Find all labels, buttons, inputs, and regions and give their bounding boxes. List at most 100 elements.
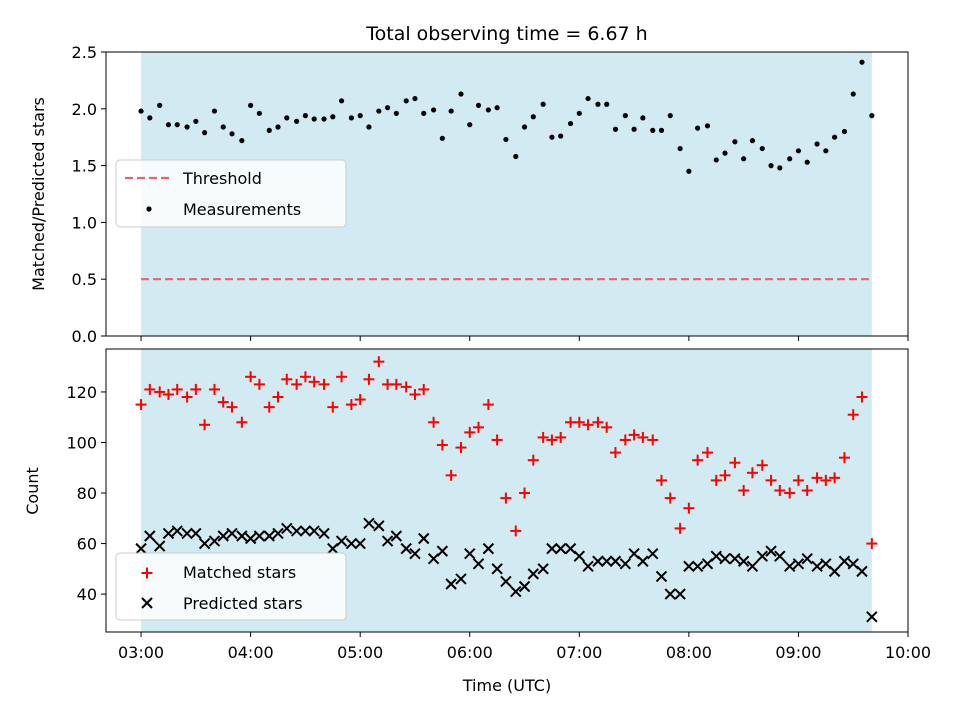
measurement-point [704, 123, 711, 129]
matched-star-point [866, 538, 878, 550]
predicted-star-point [783, 560, 796, 573]
matched-star-point [792, 474, 804, 486]
predicted-star-point [290, 525, 303, 537]
matched-star-point [245, 371, 257, 383]
measurement-point [686, 168, 692, 174]
predicted-star-point [592, 555, 604, 567]
measurement-point [713, 157, 719, 163]
legend-measurements-label: Measurements [183, 200, 301, 219]
bottom-y-tick-label: 100 [66, 433, 97, 452]
matched-star-point [738, 485, 750, 496]
predicted-star-point [674, 588, 686, 600]
bottom-x-tick-label: 05:00 [337, 643, 383, 662]
matched-star-point [171, 383, 183, 395]
measurement-point [294, 118, 300, 124]
predicted-star-point [573, 550, 586, 562]
matched-star-point [774, 485, 786, 496]
measurement-point [376, 108, 382, 114]
measurement-point [430, 107, 437, 113]
matched-star-point [619, 434, 631, 446]
measurement-point [384, 105, 391, 111]
predicted-star-point [171, 525, 183, 537]
matched-star-point [445, 469, 457, 481]
matched-star-point [190, 383, 202, 395]
matched-star-point [592, 416, 604, 428]
measurement-point [184, 124, 190, 130]
measurement-point [841, 128, 848, 135]
measurement-point [239, 138, 245, 144]
predicted-star-point [774, 550, 786, 562]
predicted-star-point [482, 542, 495, 555]
bottom-x-tick-label: 07:00 [556, 643, 602, 662]
predicted-star-point [409, 547, 421, 560]
predicted-star-point [335, 535, 348, 547]
matched-star-point [436, 439, 448, 451]
matched-star-point [601, 421, 613, 433]
predicted-star-point [801, 553, 813, 565]
predicted-star-point [756, 550, 768, 562]
predicted-star-point [381, 535, 394, 547]
measurement-point [722, 150, 728, 156]
measurement-point [749, 138, 756, 144]
predicted-star-point [226, 527, 238, 540]
measurement-point [202, 130, 208, 136]
measurement-point [220, 124, 226, 130]
bottom-frame [105, 348, 909, 633]
legend-measurements-swatch [146, 206, 152, 212]
top-y-tick-label: 1.0 [72, 213, 97, 232]
matched-star-point [336, 371, 348, 383]
measurement-point [248, 102, 254, 108]
matched-star-point [272, 391, 284, 403]
predicted-star-point [737, 555, 750, 567]
legend-predicted-label: Predicted stars [183, 594, 303, 613]
predicted-star-point [153, 540, 166, 552]
predicted-star-point [647, 547, 659, 560]
measurement-point [604, 101, 610, 107]
measurement-point [658, 127, 665, 133]
matched-star-point [154, 386, 166, 398]
predicted-star-point [217, 530, 229, 542]
predicted-star-point [455, 573, 467, 585]
measurement-point [458, 91, 464, 97]
matched-star-point [281, 373, 293, 385]
matched-star-point [299, 371, 311, 383]
matched-star-point [491, 434, 503, 446]
bottom-legend-box [115, 552, 347, 621]
measurement-point [777, 165, 783, 171]
measurement-point [667, 113, 673, 119]
bottom-x-tick-label: 10:00 [885, 643, 931, 662]
measurement-point [859, 59, 865, 65]
top-legend: Threshold Measurements [115, 159, 347, 228]
measurement-point [741, 156, 747, 162]
bottom-y-axis-label: Count [23, 467, 42, 515]
bottom-y-tick-label: 40 [77, 585, 97, 604]
predicted-star-point [181, 527, 193, 540]
measurement-point [622, 113, 628, 119]
matched-star-point [363, 373, 375, 385]
matched-star-point [683, 502, 695, 514]
predicted-star-point [746, 560, 759, 573]
predicted-star-point [354, 537, 366, 550]
bottom-x-tick-label: 04:00 [228, 643, 274, 662]
matched-star-point [455, 442, 467, 454]
predicted-star-point [491, 563, 503, 575]
predicted-star-point [272, 527, 284, 540]
predicted-star-point [765, 545, 777, 557]
measurement-point [448, 108, 454, 114]
predicted-star-point [236, 530, 248, 542]
matched-star-point [144, 383, 156, 395]
predicted-star-point [263, 530, 275, 542]
matched-star-point [464, 426, 476, 438]
measurement-point [850, 91, 856, 97]
measurement-point [421, 110, 427, 116]
measurement-point [174, 122, 180, 128]
count-panel: 03:00 04:00 05:00 06:00 07:00 08:00 09:00 10:00… [66, 348, 931, 662]
matched-star-point [291, 378, 303, 390]
matched-star-point [637, 431, 649, 443]
predicted-star-point [664, 588, 676, 600]
measurement-point [439, 135, 445, 141]
legend-predicted-swatch [141, 597, 153, 609]
matched-star-point [829, 472, 841, 484]
measurement-point [302, 113, 309, 119]
measurement-point [229, 131, 235, 137]
